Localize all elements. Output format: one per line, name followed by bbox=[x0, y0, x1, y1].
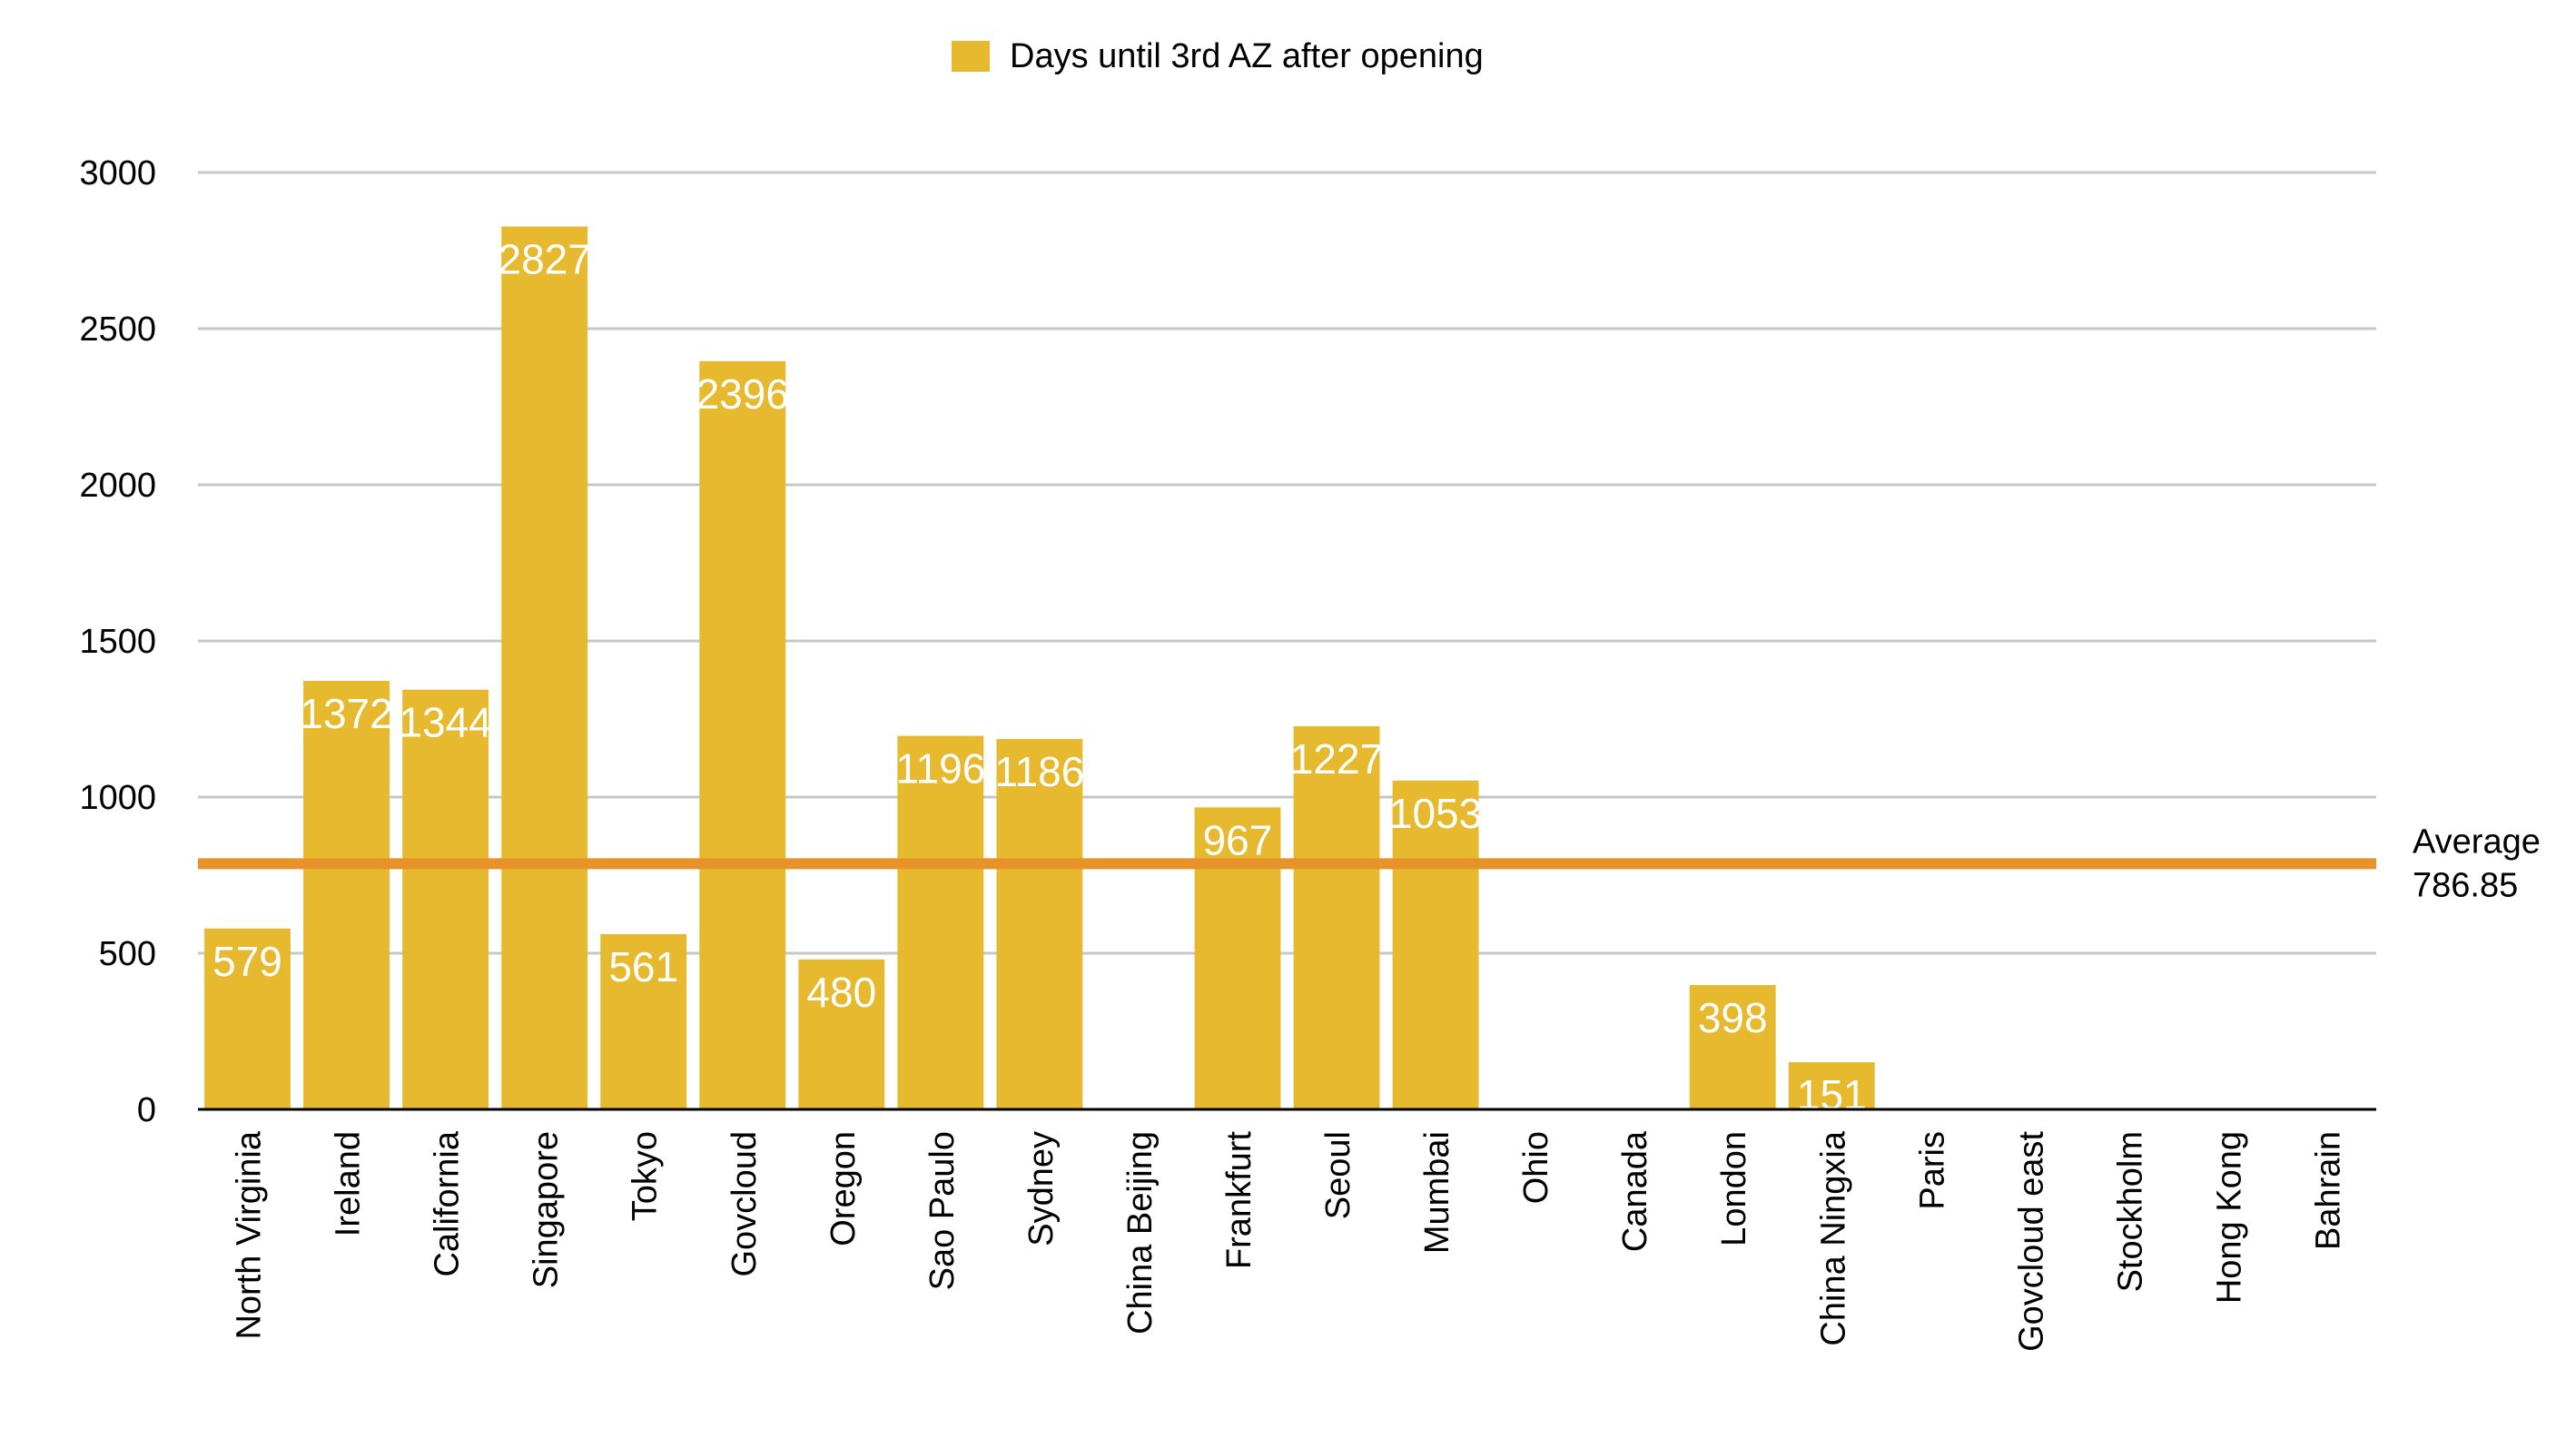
x-tick-label: Govcloud bbox=[725, 1131, 764, 1277]
bar bbox=[699, 360, 786, 1109]
x-tick-label: London bbox=[1715, 1131, 1753, 1246]
average-value-label: 786.85 bbox=[2413, 866, 2518, 904]
x-tick-label: Ireland bbox=[330, 1131, 368, 1236]
x-tick-label: China Beijing bbox=[1121, 1131, 1160, 1335]
x-tick-label: Ohio bbox=[1517, 1131, 1555, 1204]
average-line-group: Average 786.85 bbox=[198, 823, 2541, 904]
x-tick-label: Bahrain bbox=[2309, 1131, 2347, 1250]
data-label: 1186 bbox=[994, 748, 1084, 795]
bar bbox=[897, 735, 984, 1109]
data-label: 967 bbox=[1203, 816, 1273, 863]
x-tick-label: China Ningxia bbox=[1814, 1130, 1852, 1345]
data-label: 1196 bbox=[895, 745, 985, 793]
x-tick-label: Mumbai bbox=[1418, 1131, 1456, 1254]
bar bbox=[402, 689, 489, 1109]
data-label: 561 bbox=[608, 943, 678, 990]
bar bbox=[1293, 725, 1380, 1109]
x-tick-label: Frankfurt bbox=[1220, 1131, 1258, 1269]
y-tick-label: 2500 bbox=[79, 310, 156, 349]
y-tick-label: 3000 bbox=[79, 154, 156, 192]
data-label: 1053 bbox=[1389, 790, 1482, 837]
bar bbox=[303, 681, 390, 1109]
data-labels: 579 1372 1344 2827 561 2396 480 1196 1186 967 1227… bbox=[212, 236, 1866, 1119]
y-tick-label: 1000 bbox=[79, 779, 156, 817]
data-label: 579 bbox=[212, 938, 282, 985]
x-tick-label: North Virginia bbox=[231, 1130, 269, 1339]
x-tick-label: Sao Paulo bbox=[923, 1131, 962, 1290]
bars bbox=[204, 226, 1875, 1110]
y-tick-label: 2000 bbox=[79, 467, 156, 505]
x-tick-label: Govcloud east bbox=[2012, 1131, 2050, 1352]
y-tick-label: 0 bbox=[137, 1091, 156, 1129]
x-tick-label: Canada bbox=[1616, 1130, 1654, 1252]
bar bbox=[204, 928, 291, 1109]
x-tick-label: California bbox=[429, 1130, 467, 1276]
bar bbox=[501, 226, 588, 1110]
bar bbox=[600, 934, 687, 1109]
average-label: Average bbox=[2413, 823, 2541, 861]
bar bbox=[1194, 807, 1281, 1109]
x-tick-label: Tokyo bbox=[627, 1131, 665, 1221]
x-tick-label: Stockholm bbox=[2111, 1131, 2149, 1292]
data-label: 480 bbox=[806, 969, 876, 1016]
data-label: 2827 bbox=[498, 236, 590, 283]
y-tick-label: 1500 bbox=[79, 623, 156, 661]
data-label: 151 bbox=[1797, 1071, 1867, 1118]
data-label: 1227 bbox=[1290, 735, 1383, 783]
x-tick-label: Hong Kong bbox=[2210, 1131, 2248, 1304]
x-tick-label: Oregon bbox=[824, 1131, 863, 1246]
legend-label: Days until 3rd AZ after opening bbox=[1010, 37, 1484, 75]
x-tick-label: Singapore bbox=[528, 1131, 566, 1288]
x-tick-label: Paris bbox=[1913, 1131, 1951, 1210]
data-label: 2396 bbox=[696, 370, 789, 418]
bar bbox=[798, 959, 885, 1109]
data-label: 1372 bbox=[300, 690, 392, 737]
bar bbox=[1689, 985, 1776, 1109]
x-tick-label: Sydney bbox=[1022, 1131, 1061, 1246]
x-tick-label: Seoul bbox=[1319, 1131, 1357, 1219]
data-label: 1344 bbox=[399, 699, 491, 746]
axes: 0 500 1000 1500 2000 2500 3000 North Virginia Ir… bbox=[79, 154, 2376, 1352]
bar bbox=[996, 739, 1083, 1109]
bar bbox=[1392, 780, 1479, 1109]
legend: Days until 3rd AZ after opening bbox=[952, 37, 1484, 75]
legend-swatch bbox=[952, 41, 990, 72]
y-tick-label: 500 bbox=[99, 935, 156, 973]
bar bbox=[1788, 1062, 1875, 1109]
data-label: 398 bbox=[1698, 994, 1768, 1041]
